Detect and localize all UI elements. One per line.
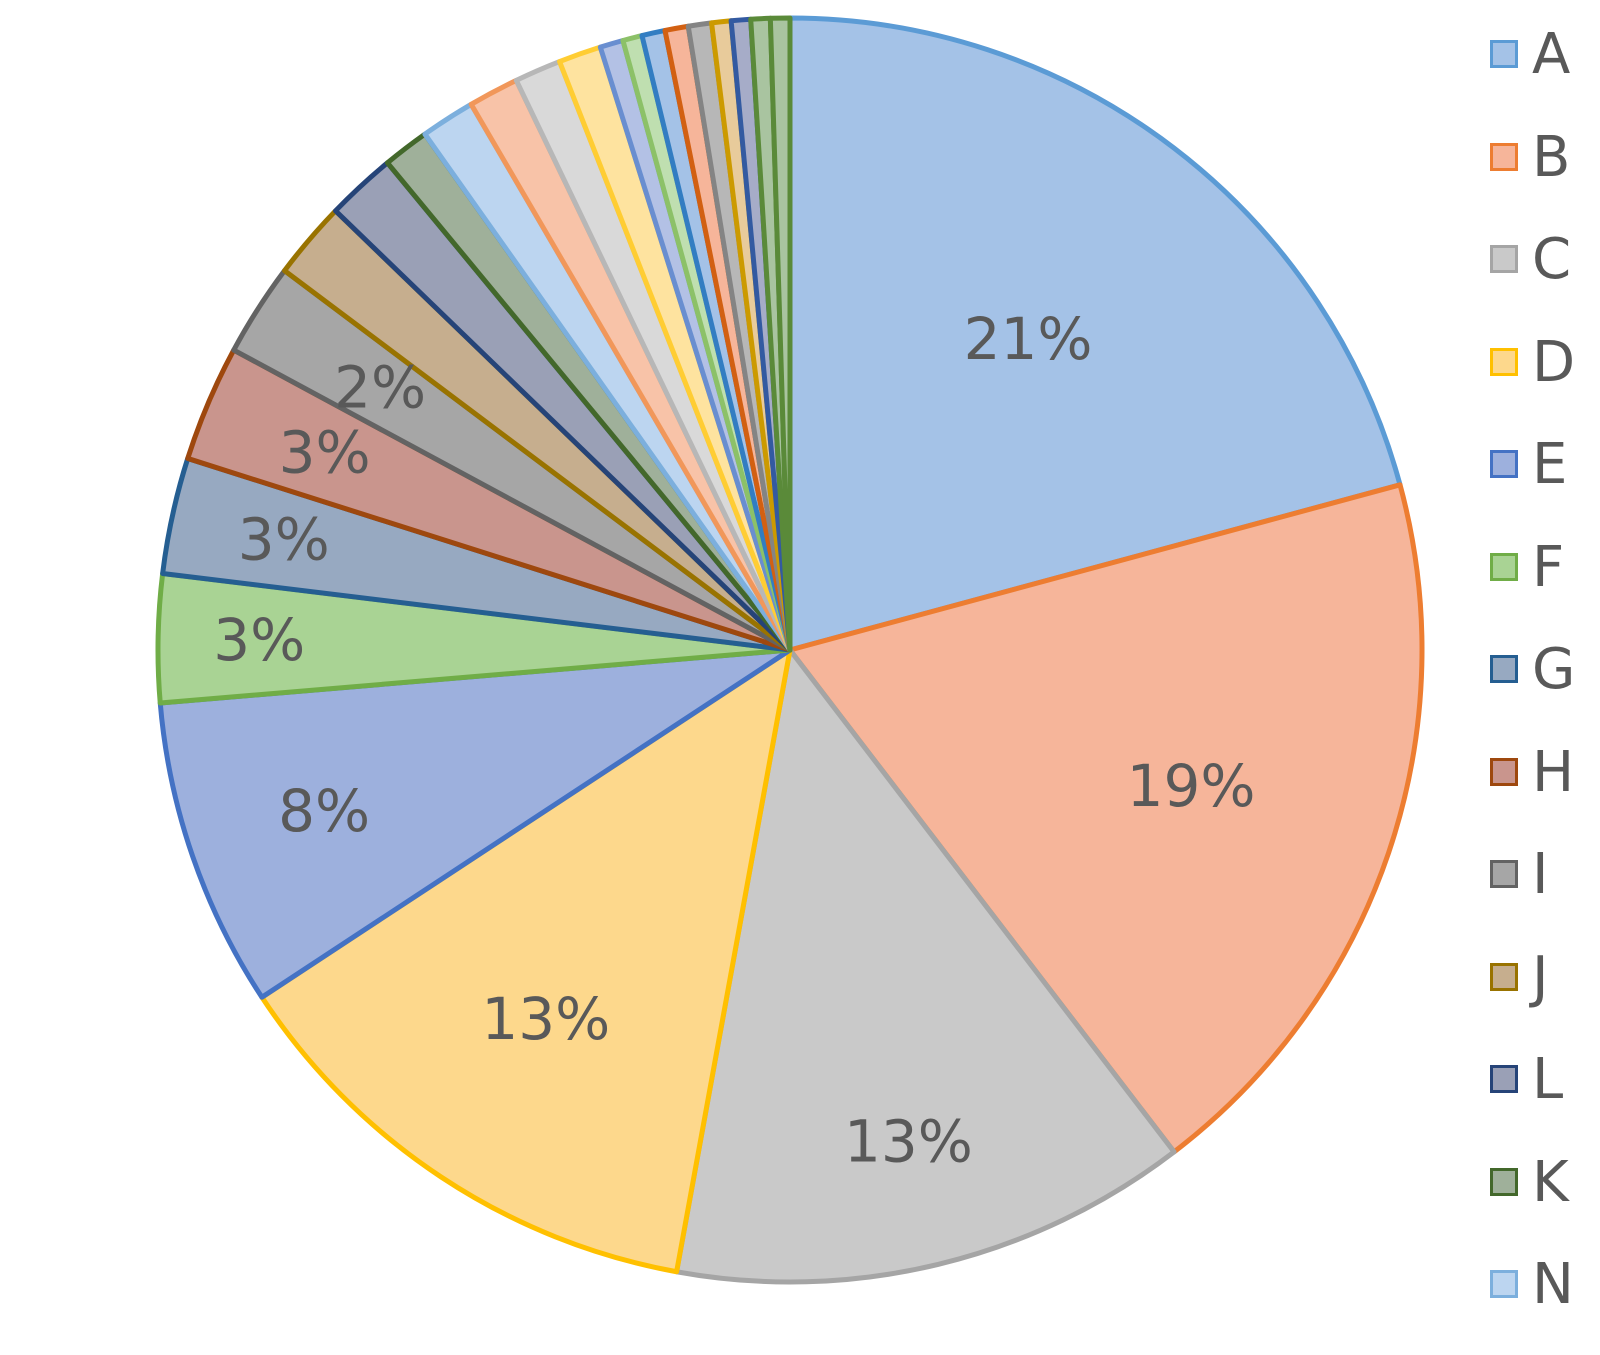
pie-slice-z [767, 15, 793, 653]
legend-swatch-i [1490, 860, 1518, 888]
legend-swatch-k [1490, 1167, 1518, 1196]
pie-slice-b [787, 482, 1425, 1155]
pie-slice-a [787, 15, 1403, 653]
pie-slice-d [259, 647, 793, 1275]
legend-item-f: F [1490, 535, 1595, 638]
legend-item-h: H [1490, 740, 1595, 843]
data-label-a: 21% [964, 305, 1093, 373]
legend-label-i: I [1532, 842, 1549, 907]
legend-item-b: B [1490, 125, 1595, 228]
legend-swatch-a [1490, 40, 1518, 68]
legend-item-n: N [1490, 1252, 1595, 1355]
data-label-g: 3% [238, 506, 330, 574]
legend-swatch-j [1490, 962, 1518, 991]
pie-data-labels: 21%19%13%13%8%3%3%3%2% [213, 305, 1255, 1176]
legend-label-a: A [1532, 22, 1571, 87]
data-label-c: 13% [844, 1108, 973, 1176]
legend-swatch-h [1490, 757, 1518, 786]
legend-label-e: E [1532, 432, 1568, 497]
legend-item-a: A [1490, 22, 1595, 125]
legend-swatch-f [1490, 552, 1518, 581]
legend-item-g: G [1490, 637, 1595, 740]
legend-swatch-b [1490, 142, 1518, 171]
legend-item-c: C [1490, 227, 1595, 330]
data-label-i: 2% [334, 354, 426, 422]
legend-label-d: D [1532, 329, 1576, 395]
legend-swatch-l [1490, 1065, 1518, 1093]
legend-label-j: J [1532, 944, 1549, 1010]
pie-slice-e [157, 647, 793, 1000]
data-label-h: 3% [279, 419, 371, 487]
data-label-b: 19% [1127, 752, 1256, 820]
legend-item-e: E [1490, 432, 1595, 535]
legend-swatch-e [1490, 450, 1518, 478]
legend-item-l: L [1490, 1047, 1595, 1150]
data-label-f: 3% [213, 606, 305, 674]
legend-label-k: K [1532, 1149, 1569, 1215]
data-label-d: 13% [481, 985, 610, 1053]
legend-item-d: D [1490, 330, 1595, 433]
legend-label-b: B [1532, 124, 1571, 190]
legend-item-k: K [1490, 1150, 1595, 1253]
legend-label-n: N [1532, 1252, 1574, 1317]
legend-label-c: C [1532, 227, 1572, 292]
legend-label-f: F [1532, 534, 1565, 600]
pie-slices [155, 15, 1425, 1285]
legend-swatch-d [1490, 347, 1518, 376]
data-label-e: 8% [278, 777, 370, 845]
legend-label-h: H [1532, 739, 1575, 805]
legend-swatch-n [1490, 1270, 1518, 1298]
legend-item-j: J [1490, 945, 1595, 1048]
legend-item-i: I [1490, 842, 1595, 945]
legend-swatch-c [1490, 245, 1518, 273]
legend-label-g: G [1532, 637, 1576, 702]
legend-swatch-g [1490, 655, 1518, 683]
legend-label-l: L [1532, 1047, 1564, 1112]
pie-slice-c [674, 647, 1177, 1285]
